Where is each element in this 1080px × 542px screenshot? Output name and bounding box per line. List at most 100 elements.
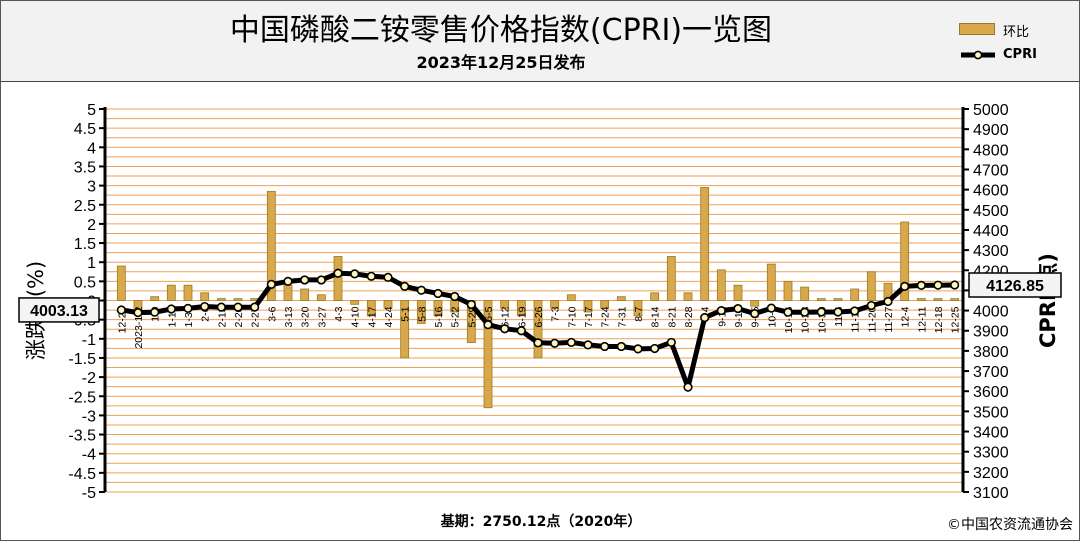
cpri-point <box>916 280 926 290</box>
bar <box>300 288 310 301</box>
legend-line-label: CPRI <box>1003 47 1037 62</box>
category-label: 4-24 <box>383 306 395 327</box>
bar <box>583 300 593 313</box>
bar <box>400 300 410 359</box>
bar <box>216 298 226 301</box>
right-tick-label: 4800 <box>973 142 1009 159</box>
header-band: 中国磷酸二铵零售价格指数(CPRI)一览图 2023年12月25日发布 环比 C… <box>1 1 1079 82</box>
cpri-point <box>933 280 943 290</box>
cpri-point <box>466 299 476 310</box>
category-label: 12-11 <box>916 306 928 332</box>
right-tick-label: 4500 <box>973 203 1009 220</box>
chart-title: 中国磷酸二铵零售价格指数(CPRI)一览图 <box>229 13 773 48</box>
bar <box>666 256 676 301</box>
bar <box>916 298 926 301</box>
bar <box>600 300 610 309</box>
right-tick-label: 3700 <box>973 364 1009 381</box>
left-tick-label: -1.5 <box>68 351 96 368</box>
bar <box>500 300 510 309</box>
category-label: 5-8 <box>416 306 428 321</box>
left-tick-label: 5 <box>87 102 96 119</box>
cpri-point <box>783 307 793 317</box>
cpri-point <box>150 307 160 317</box>
bar <box>683 292 693 301</box>
left-tick-label: 0.5 <box>74 274 96 291</box>
cpri-point <box>450 291 460 302</box>
right-tick-label: 4900 <box>973 122 1009 139</box>
category-label: 12-25 <box>950 306 962 333</box>
cpri-point <box>733 303 743 314</box>
cpri-point <box>850 306 860 316</box>
legend-item-bar: 环比 <box>959 19 1077 40</box>
cpri-point <box>233 302 243 312</box>
category-label: 3-6 <box>266 306 278 321</box>
cpri-point <box>416 285 426 295</box>
right-tick-label: 3200 <box>973 465 1009 482</box>
cpri-point <box>433 288 443 299</box>
bar <box>150 296 160 301</box>
right-tick-label: 4400 <box>973 223 1009 240</box>
category-label: 2-13 <box>216 306 228 327</box>
cpri-point <box>183 303 193 313</box>
category-label: 6-12 <box>500 306 512 327</box>
category-label: 6-19 <box>516 306 528 327</box>
end-value-box <box>968 272 1062 298</box>
category-label: 5-16 <box>433 306 445 327</box>
bar <box>566 294 576 301</box>
left-tick-label: 4 <box>87 140 96 157</box>
cpri-point <box>566 337 576 348</box>
left-tick-label: 3 <box>87 179 96 196</box>
bar <box>166 284 176 301</box>
right-tick-label: 3300 <box>973 445 1009 462</box>
cpri-point <box>283 276 293 286</box>
category-label: 2-20 <box>233 306 245 327</box>
legend-item-line: CPRI <box>959 45 1077 65</box>
cpri-point <box>550 338 560 348</box>
right-tick-label: 4300 <box>973 243 1009 260</box>
chart-subtitle: 2023年12月25日发布 <box>416 53 586 72</box>
category-label: 4-17 <box>366 306 378 327</box>
cpri-point <box>866 300 876 311</box>
bar <box>233 298 243 301</box>
category-label: 11-20 <box>866 306 878 332</box>
cpri-point <box>750 309 760 319</box>
bar <box>816 298 826 301</box>
cpri-point <box>516 326 526 336</box>
category-label: 12-18 <box>933 306 945 333</box>
right-tick-label: 5000 <box>973 102 1009 119</box>
cpri-point <box>616 341 626 352</box>
cpri-point <box>883 296 893 307</box>
left-tick-label: 1.5 <box>74 236 96 253</box>
left-tick-label: 3.5 <box>74 159 96 176</box>
bar <box>850 288 860 301</box>
category-label: 7-3 <box>550 306 562 321</box>
bar <box>833 298 843 301</box>
cpri-point <box>116 305 126 315</box>
start-value-label: 4003.13 <box>30 303 88 320</box>
bar <box>766 263 776 301</box>
bar <box>266 190 276 301</box>
bar <box>416 300 426 324</box>
category-label: 7-31 <box>616 306 628 327</box>
category-label: 7-17 <box>583 306 595 327</box>
bar <box>516 300 526 317</box>
cpri-point <box>683 382 693 392</box>
right-tick-label: 3400 <box>973 425 1009 442</box>
cpri-point <box>533 338 543 348</box>
category-label: 6-26 <box>533 306 545 327</box>
left-tick-label: -3 <box>82 408 96 425</box>
cpri-point <box>483 320 493 330</box>
bar <box>200 292 210 301</box>
bar <box>283 284 293 301</box>
category-label: 11-27 <box>883 306 895 332</box>
bar <box>433 300 443 317</box>
bar <box>783 280 793 301</box>
left-tick-label: -1 <box>82 332 96 349</box>
start-value-box <box>18 297 100 323</box>
bar <box>550 300 560 309</box>
left-tick-label: -4 <box>82 447 96 464</box>
legend-line-swatch <box>961 50 995 60</box>
bar <box>933 298 943 301</box>
right-tick-label: 3600 <box>973 384 1009 401</box>
